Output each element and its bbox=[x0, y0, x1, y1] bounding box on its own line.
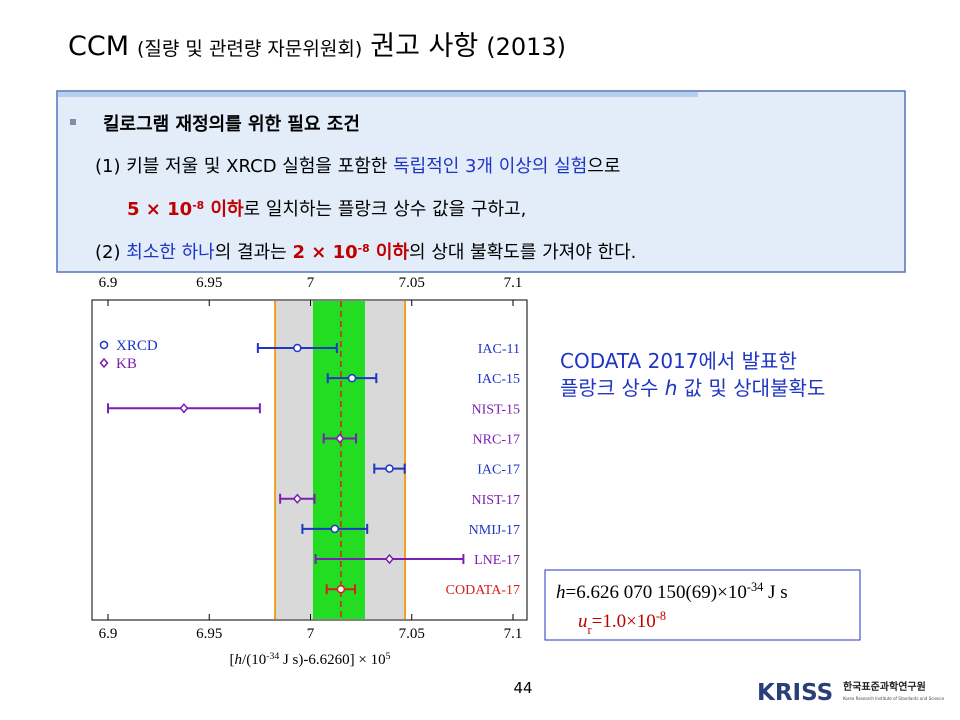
box-line-run: 독립적인 3개 이상의 실험 bbox=[393, 156, 587, 177]
page-number: 44 bbox=[513, 679, 532, 697]
inner-band bbox=[312, 301, 365, 619]
slide-title: CCM (질량 및 관련량 자문위원회) 권고 사항 (2013) bbox=[68, 31, 566, 62]
marker bbox=[99, 357, 109, 369]
x-tick-label: 7.1 bbox=[504, 626, 523, 642]
x-axis-label: [h/(10-34 J s)-6.6260] × 105 bbox=[230, 651, 391, 669]
box-accent bbox=[58, 92, 698, 97]
x-tick-label: 6.9 bbox=[99, 275, 118, 291]
x-axis-label-run: [ bbox=[230, 652, 235, 668]
marker bbox=[292, 493, 302, 504]
title-part: 권고 사항 bbox=[370, 31, 478, 62]
result-line: ur=1.0×10-8 bbox=[578, 609, 666, 637]
marker bbox=[179, 403, 189, 414]
category-label: NRC-17 bbox=[473, 432, 520, 447]
x-tick-label: 7.05 bbox=[399, 626, 425, 642]
box-line: (2) 최소한 하나의 결과는 2 × 10-8 이하의 상대 불확도를 가져야… bbox=[95, 242, 636, 264]
box-line: (1) 키블 저울 및 XRCD 실험을 포함한 독립적인 3개 이상의 실험으… bbox=[95, 156, 620, 177]
x-tick-label: 6.95 bbox=[196, 626, 222, 642]
title-part: (질량 및 관련량 자문위원회) bbox=[137, 38, 362, 60]
category-label: CODATA-17 bbox=[446, 583, 520, 598]
x-axis-label-run: -34 bbox=[266, 651, 279, 662]
result-line-run: r bbox=[588, 623, 592, 637]
marker bbox=[347, 373, 357, 383]
result-line-run: =1.0×10 bbox=[592, 611, 656, 632]
box-line-run: 이하 bbox=[204, 199, 244, 220]
category-label: NIST-15 bbox=[472, 402, 521, 417]
result-line-run: =6.626 070 150(69)×10 bbox=[566, 582, 747, 603]
legend-label: KB bbox=[116, 356, 137, 372]
result-line-run: J s bbox=[763, 582, 787, 603]
box-line-run: -8 bbox=[192, 199, 204, 212]
marker bbox=[293, 343, 302, 353]
box-line: 5 × 10-8 이하로 일치하는 플랑크 상수 값을 구하고, bbox=[127, 199, 526, 221]
box-line-run: 의 결과는 bbox=[215, 242, 293, 263]
box-line-run: (2) bbox=[95, 242, 126, 263]
category-label: NMIJ-17 bbox=[469, 523, 520, 538]
category-label: IAC-11 bbox=[478, 342, 520, 357]
note-line: CODATA 2017에서 발표한 bbox=[560, 349, 797, 373]
result-line-run: u bbox=[578, 611, 588, 632]
x-tick-label: 6.9 bbox=[99, 626, 118, 642]
category-label: LNE-17 bbox=[474, 553, 520, 568]
note-line-run: h bbox=[665, 376, 678, 400]
requirement-box bbox=[56, 90, 906, 273]
box-line-run: 5 × 10 bbox=[127, 199, 192, 220]
result-box bbox=[544, 569, 861, 641]
marker bbox=[335, 433, 345, 444]
note-line-run: CODATA 2017에서 발표한 bbox=[560, 349, 797, 373]
result-line-run: h bbox=[556, 582, 566, 603]
marker bbox=[384, 553, 394, 565]
box-line-run: 의 상대 불확도를 가져야 한다. bbox=[409, 242, 636, 263]
marker bbox=[385, 464, 394, 473]
box-line-run: 2 × 10 bbox=[292, 242, 357, 263]
box-line-run: 로 일치하는 플랑크 상수 값을 구하고, bbox=[244, 199, 527, 220]
logo-mark: KRISS bbox=[757, 680, 833, 706]
x-axis-label-run: J s)-6.6260] × 10 bbox=[279, 652, 385, 668]
marker bbox=[99, 340, 109, 350]
note-line: 플랑크 상수 h 값 및 상대불확도 bbox=[560, 376, 825, 400]
bullet bbox=[70, 119, 76, 125]
box-line-run: 이하 bbox=[370, 242, 410, 263]
box-heading: 킬로그램 재정의를 위한 필요 조건 bbox=[103, 114, 360, 135]
result-line-run: -8 bbox=[656, 609, 666, 623]
x-tick-label: 7 bbox=[307, 626, 315, 642]
category-label: IAC-15 bbox=[477, 372, 520, 387]
x-axis-label-run: /(10 bbox=[242, 652, 266, 668]
legend-label: XRCD bbox=[116, 338, 158, 354]
x-tick-label: 6.95 bbox=[196, 275, 222, 291]
box-line-run: (1) 키블 저울 및 XRCD 실험을 포함한 bbox=[95, 156, 393, 177]
x-tick-label: 7.05 bbox=[399, 275, 425, 291]
box-line-run: 최소한 하나 bbox=[126, 242, 215, 263]
title-part: CCM bbox=[68, 31, 129, 62]
category-label: NIST-17 bbox=[472, 493, 521, 508]
x-axis-label-run: 5 bbox=[386, 651, 391, 662]
box-line-run: 으로 bbox=[587, 156, 620, 177]
result-line-run: -34 bbox=[747, 580, 763, 594]
category-label: IAC-17 bbox=[477, 463, 520, 478]
box-line-run: -8 bbox=[358, 242, 370, 255]
marker bbox=[330, 524, 340, 534]
title-part: (2013) bbox=[486, 33, 566, 61]
logo-name: 한국표준과학연구원 bbox=[843, 680, 926, 693]
result-line: h=6.626 070 150(69)×10-34 J s bbox=[556, 580, 788, 603]
x-axis-label-run: h bbox=[235, 652, 243, 668]
marker bbox=[336, 584, 346, 594]
logo-subtitle: Korea Research Institute of Standards an… bbox=[843, 696, 945, 701]
note-line-run: 값 및 상대불확도 bbox=[677, 376, 825, 400]
x-tick-label: 7 bbox=[307, 275, 315, 291]
note-line-run: 플랑크 상수 bbox=[560, 376, 665, 400]
x-tick-label: 7.1 bbox=[504, 275, 523, 291]
